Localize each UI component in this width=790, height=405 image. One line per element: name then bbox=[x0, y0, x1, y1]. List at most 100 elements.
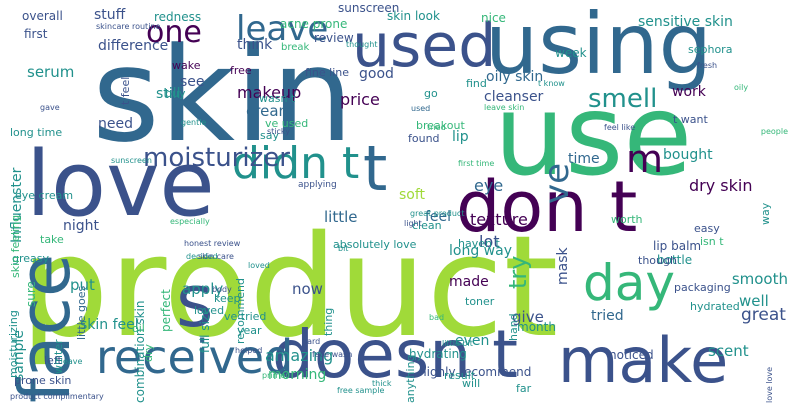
cloud-word: product complimentary bbox=[10, 392, 104, 401]
cloud-word: go bbox=[424, 87, 438, 100]
cloud-word: week bbox=[555, 46, 587, 60]
cloud-word: good bbox=[359, 66, 394, 82]
cloud-word: left bbox=[44, 354, 62, 367]
cloud-word: month bbox=[517, 320, 556, 334]
cloud-word: morning bbox=[268, 367, 327, 383]
cloud-word: used bbox=[411, 104, 431, 113]
cloud-word: face wash bbox=[312, 350, 353, 359]
cloud-word: smell bbox=[588, 84, 658, 114]
cloud-word: buy bbox=[165, 87, 186, 100]
cloud-word: will bbox=[462, 377, 481, 390]
cloud-word: apply bbox=[182, 280, 224, 298]
cloud-word: people bbox=[760, 127, 788, 136]
cloud-word: free sample bbox=[337, 386, 385, 395]
cloud-word: gentle bbox=[181, 118, 207, 127]
cloud-word: far bbox=[516, 382, 532, 395]
cloud-word: feel bbox=[425, 209, 452, 225]
cloud-word: love bbox=[26, 132, 215, 237]
cloud-word: sunscreen bbox=[111, 156, 152, 165]
cloud-word: leave skin bbox=[484, 103, 525, 112]
cloud-word: loved bbox=[194, 304, 225, 317]
cloud-word: made bbox=[449, 274, 489, 290]
cloud-word: now bbox=[292, 280, 323, 298]
cloud-word: don t bbox=[456, 166, 638, 248]
cloud-word: haven t bbox=[458, 237, 500, 250]
cloud-word: take bbox=[40, 233, 64, 246]
cloud-word: wake bbox=[172, 59, 201, 72]
cloud-word: t want bbox=[673, 113, 708, 126]
cloud-word: bit bbox=[338, 244, 349, 253]
cloud-word: eye bbox=[474, 176, 504, 195]
cloud-word: isn t bbox=[700, 235, 724, 248]
cloud-word: especially bbox=[170, 217, 210, 226]
cloud-word: sephora bbox=[688, 43, 733, 56]
cloud-word: found bbox=[408, 132, 440, 145]
cloud-word: leave bbox=[236, 9, 329, 49]
cloud-word: perfect bbox=[159, 289, 173, 333]
cloud-word: free bbox=[230, 64, 252, 77]
cloud-word: m bbox=[626, 137, 664, 181]
cloud-word: amazing bbox=[265, 346, 334, 365]
cloud-word: texture bbox=[470, 210, 528, 229]
cloud-word: t feel bbox=[119, 76, 132, 105]
cloud-word: feel like bbox=[604, 123, 636, 132]
cloud-word: first bbox=[24, 27, 48, 41]
cloud-word: sensitive skin bbox=[638, 14, 733, 30]
cloud-word: skin care bbox=[198, 252, 234, 261]
cloud-word: keep bbox=[214, 292, 241, 305]
cloud-word: t leave bbox=[55, 357, 83, 366]
cloud-word: s bbox=[176, 259, 214, 343]
cloud-word: think bbox=[237, 37, 273, 53]
cloud-word: find bbox=[466, 77, 487, 90]
cloud-word: need bbox=[98, 116, 133, 132]
cloud-word: noticed bbox=[609, 348, 654, 362]
cloud-word: skincare routine bbox=[96, 22, 161, 31]
cloud-word: makeup bbox=[237, 83, 302, 102]
cloud-word: skin feel bbox=[80, 317, 139, 333]
cloud-word: ve bbox=[537, 163, 577, 205]
cloud-word: eye cream bbox=[15, 189, 74, 202]
cloud-word: recommend bbox=[234, 278, 247, 345]
cloud-word: hard bbox=[302, 337, 321, 346]
cloud-word: long way bbox=[449, 243, 512, 259]
cloud-word: love love bbox=[765, 366, 774, 403]
cloud-word: great bbox=[741, 305, 786, 325]
cloud-word: overall bbox=[22, 9, 63, 23]
cloud-word: skin feeling bbox=[9, 214, 22, 278]
cloud-word: highly recommend bbox=[419, 365, 532, 379]
cloud-word: break bbox=[281, 42, 310, 53]
cloud-word: using bbox=[485, 0, 712, 93]
cloud-word: didn t bbox=[232, 138, 360, 189]
cloud-word: wasn t bbox=[259, 92, 296, 105]
cloud-word: hydrated bbox=[690, 300, 740, 313]
cloud-word: helped bbox=[235, 346, 263, 355]
cloud-word: light bbox=[404, 219, 422, 228]
cloud-word: little bbox=[324, 208, 358, 226]
cloud-word: primer bbox=[262, 371, 289, 380]
cloud-word: used bbox=[352, 11, 497, 81]
cloud-word: put bbox=[70, 276, 95, 294]
cloud-word: oily skin bbox=[486, 69, 544, 85]
cloud-word: hand bbox=[507, 313, 520, 342]
cloud-word: first time bbox=[458, 159, 495, 168]
cloud-word: great product bbox=[410, 209, 465, 218]
cloud-word: skin bbox=[92, 19, 354, 171]
cloud-word: clean bbox=[412, 219, 442, 232]
cloud-word: hydrating bbox=[409, 347, 467, 361]
cloud-word: even bbox=[455, 333, 490, 349]
cloud-word: product bbox=[20, 206, 559, 369]
cloud-word: prone skin bbox=[14, 374, 72, 387]
cloud-word: fresh bbox=[697, 61, 718, 70]
cloud-word: sticky bbox=[267, 127, 291, 136]
cloud-word: cream bbox=[246, 102, 294, 120]
cloud-word: bought bbox=[663, 147, 713, 163]
cloud-word: easy bbox=[694, 222, 720, 235]
cloud-word: time bbox=[568, 151, 600, 167]
cloud-word: mask bbox=[555, 247, 571, 285]
cloud-word: review bbox=[314, 31, 354, 45]
cloud-word: anything bbox=[404, 354, 417, 403]
cloud-word: nice bbox=[481, 11, 506, 25]
cloud-word: gave bbox=[40, 103, 60, 112]
cloud-word: see bbox=[180, 74, 205, 90]
